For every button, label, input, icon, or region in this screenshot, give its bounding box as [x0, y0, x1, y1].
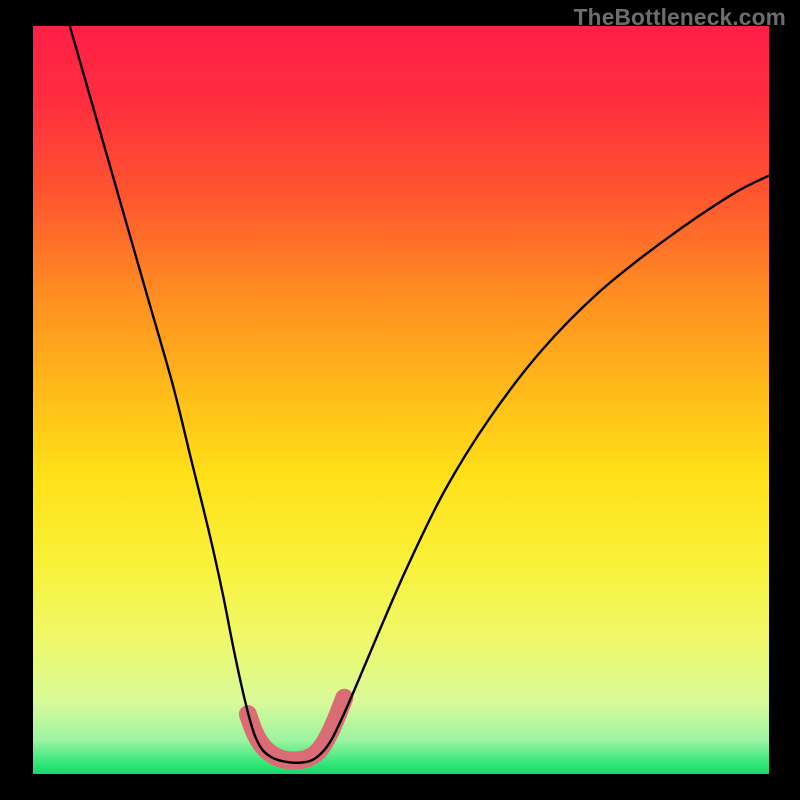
- watermark-text: TheBottleneck.com: [574, 4, 786, 31]
- chart-svg: [0, 0, 800, 800]
- chart-root: TheBottleneck.com: [0, 0, 800, 800]
- plot-area: [33, 26, 769, 774]
